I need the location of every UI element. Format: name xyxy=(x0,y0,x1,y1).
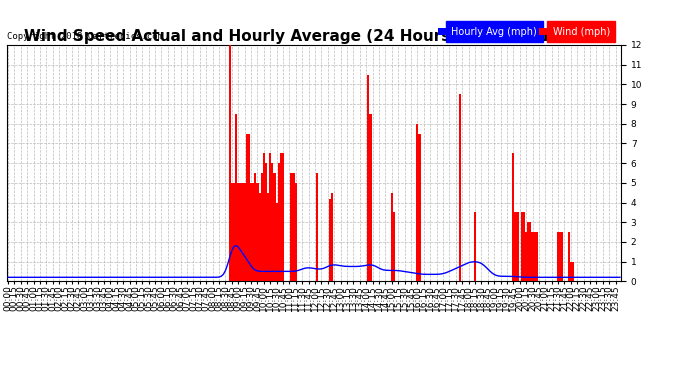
Bar xyxy=(367,75,369,281)
Bar xyxy=(290,173,293,281)
Bar xyxy=(295,183,297,281)
Bar xyxy=(474,212,476,281)
Bar xyxy=(261,173,263,281)
Bar xyxy=(459,94,461,281)
Bar xyxy=(329,199,331,281)
Bar xyxy=(557,232,559,281)
Bar xyxy=(244,183,246,281)
Bar xyxy=(331,193,333,281)
Bar xyxy=(521,212,523,281)
Bar xyxy=(416,124,418,281)
Bar xyxy=(250,183,252,281)
Bar xyxy=(275,202,277,281)
Bar xyxy=(391,193,393,281)
Bar xyxy=(525,232,527,281)
Bar xyxy=(230,183,233,281)
Bar xyxy=(269,153,271,281)
Bar xyxy=(561,232,564,281)
Bar xyxy=(418,134,421,281)
Bar xyxy=(529,222,531,281)
Bar xyxy=(241,183,244,281)
Bar xyxy=(570,262,572,281)
Bar xyxy=(280,153,282,281)
Bar xyxy=(265,163,267,281)
Bar xyxy=(293,173,295,281)
Bar xyxy=(263,153,265,281)
Bar xyxy=(531,232,533,281)
Bar xyxy=(273,173,275,281)
Bar xyxy=(369,114,371,281)
Text: Copyright 2018 Cartronics.com: Copyright 2018 Cartronics.com xyxy=(7,32,163,41)
Bar xyxy=(237,183,239,281)
Bar xyxy=(246,134,248,281)
Bar xyxy=(523,212,525,281)
Bar xyxy=(259,193,261,281)
Legend: Hourly Avg (mph), Wind (mph): Hourly Avg (mph), Wind (mph) xyxy=(435,25,612,39)
Bar xyxy=(282,153,284,281)
Bar xyxy=(239,183,241,281)
Bar xyxy=(271,163,273,281)
Bar xyxy=(559,232,561,281)
Bar xyxy=(517,212,519,281)
Bar xyxy=(393,212,395,281)
Bar xyxy=(235,114,237,281)
Bar xyxy=(248,134,250,281)
Bar xyxy=(277,163,280,281)
Bar xyxy=(527,222,529,281)
Bar xyxy=(514,212,517,281)
Bar xyxy=(233,183,235,281)
Bar xyxy=(316,173,318,281)
Bar xyxy=(535,232,538,281)
Bar xyxy=(228,45,230,281)
Bar xyxy=(254,173,257,281)
Title: Wind Speed Actual and Hourly Average (24 Hours) (New) 20180810: Wind Speed Actual and Hourly Average (24… xyxy=(24,29,604,44)
Bar xyxy=(533,232,535,281)
Bar xyxy=(257,183,259,281)
Bar xyxy=(512,153,514,281)
Bar xyxy=(267,193,269,281)
Bar xyxy=(572,262,574,281)
Bar xyxy=(252,183,254,281)
Bar xyxy=(568,232,570,281)
